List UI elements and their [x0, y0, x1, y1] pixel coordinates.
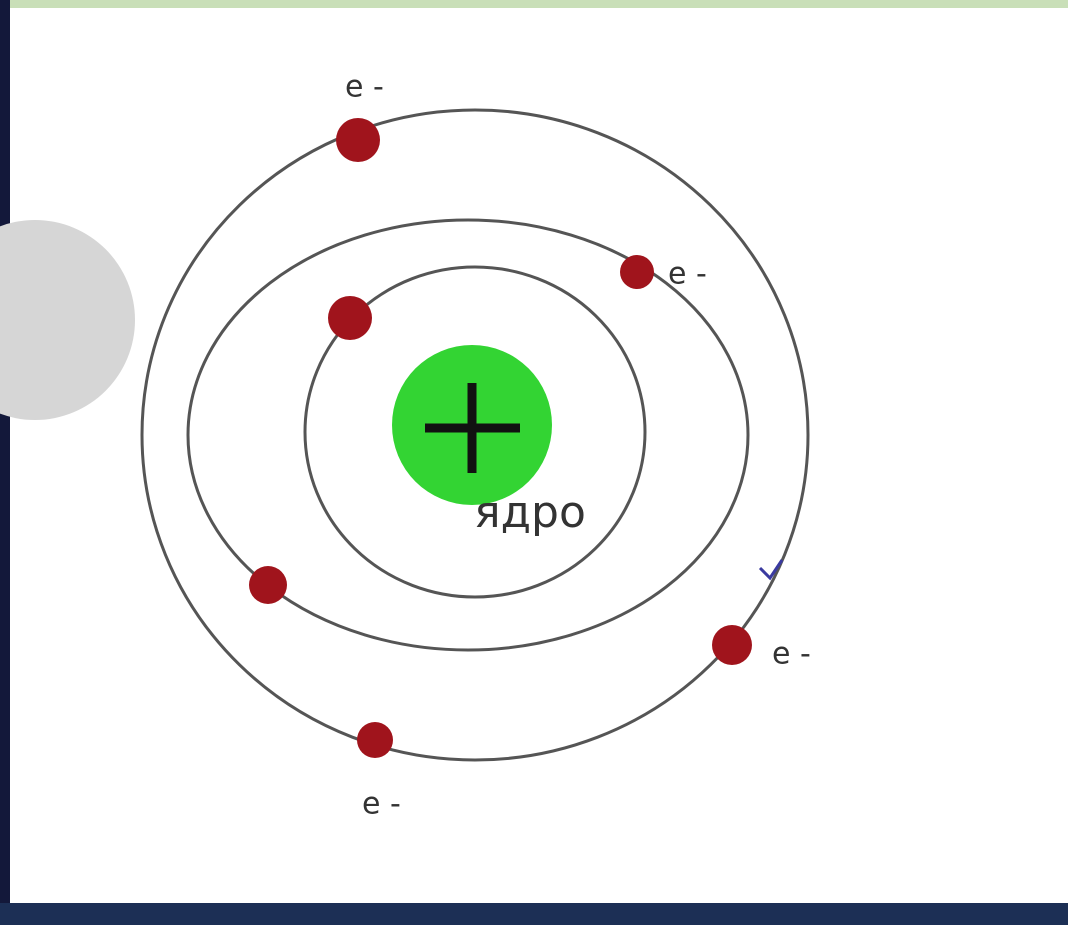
electron-label: e - [772, 637, 811, 672]
nucleus-label: ядро [474, 487, 586, 538]
electron-label: e - [362, 787, 401, 822]
electron-label: e - [668, 257, 707, 292]
left-strip [0, 0, 10, 925]
electron [712, 625, 752, 665]
electron [357, 722, 393, 758]
electron [336, 118, 380, 162]
electron [328, 296, 372, 340]
electron [249, 566, 287, 604]
electron [620, 255, 654, 289]
bottom-bar [0, 903, 1068, 925]
top-strip [0, 0, 1068, 8]
electron-label: e - [345, 70, 384, 105]
atom-diagram: ядро e - e - e - e - [0, 0, 1068, 925]
